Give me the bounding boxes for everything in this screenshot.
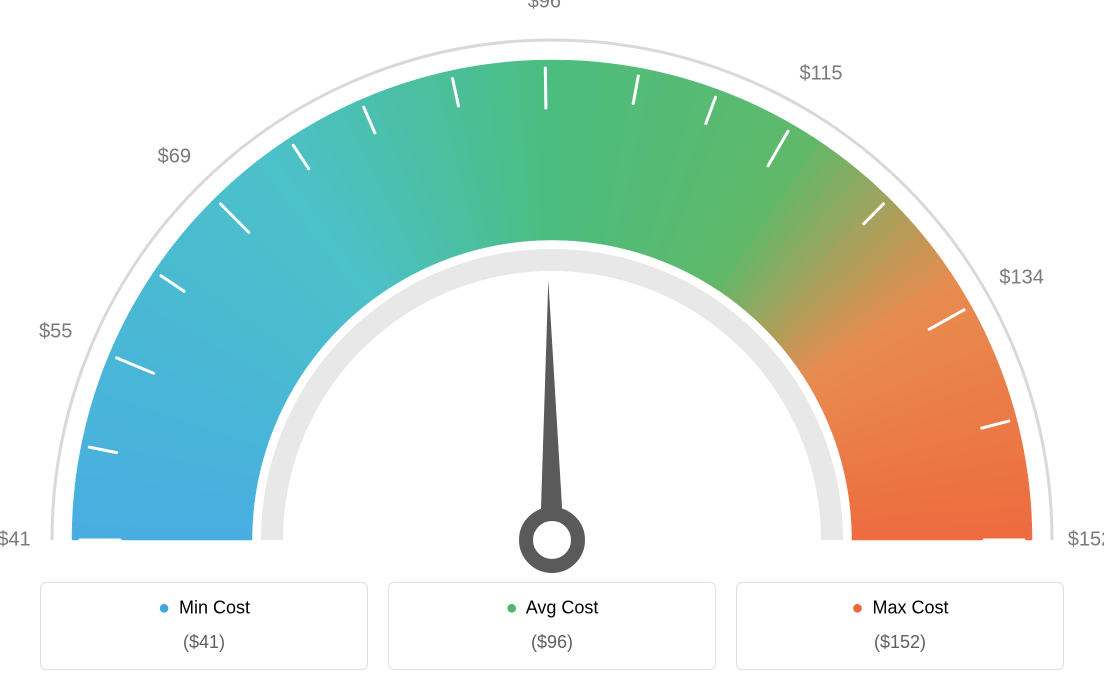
tick-label: $96 (528, 0, 561, 14)
legend-row: ● Min Cost ($41) ● Avg Cost ($96) ● Max … (40, 582, 1064, 670)
legend-title-text: Avg Cost (526, 597, 599, 617)
tick-label: $69 (158, 145, 191, 168)
legend-card-avg: ● Avg Cost ($96) (388, 582, 716, 670)
tick-label: $41 (0, 529, 31, 552)
tick-label: $152 (1068, 529, 1104, 552)
legend-title-avg: ● Avg Cost (399, 597, 705, 620)
legend-value-min: ($41) (51, 632, 357, 653)
legend-title-max: ● Max Cost (747, 597, 1053, 620)
gauge-chart-container: $41 $55 $69 $96 $115 $134 $152 ● Min Cost ($41… (0, 0, 1104, 690)
gauge-area: $41 $55 $69 $96 $115 $134 $152 (0, 0, 1104, 580)
legend-title-text: Max Cost (873, 597, 949, 617)
legend-title-text: Min Cost (179, 597, 250, 617)
legend-card-max: ● Max Cost ($152) (736, 582, 1064, 670)
gauge-svg (0, 0, 1104, 580)
bullet-icon: ● (158, 597, 170, 619)
tick-label: $115 (799, 63, 842, 86)
legend-title-min: ● Min Cost (51, 597, 357, 620)
legend-value-avg: ($96) (399, 632, 705, 653)
legend-value-max: ($152) (747, 632, 1053, 653)
tick-label: $134 (999, 266, 1044, 289)
bullet-icon: ● (851, 597, 863, 619)
tick-label: $55 (39, 321, 72, 344)
bullet-icon: ● (506, 597, 518, 619)
legend-card-min: ● Min Cost ($41) (40, 582, 368, 670)
